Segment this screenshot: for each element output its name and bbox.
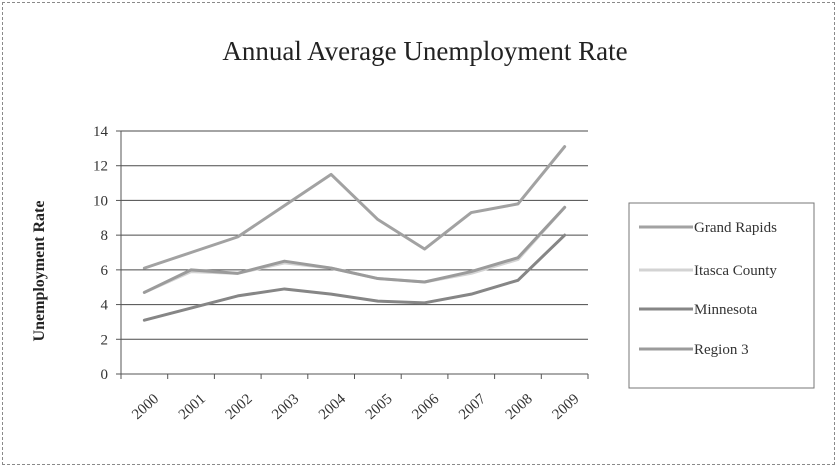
series-lines: [142, 145, 567, 322]
x-tick-label-2001: 2001: [176, 391, 209, 423]
y-tick-label-6: 6: [101, 263, 109, 279]
legend-label-region-3: Region 3: [694, 342, 749, 358]
y-tick-label-10: 10: [93, 193, 108, 209]
y-tick-label-14: 14: [93, 124, 109, 140]
x-tick-label-2004: 2004: [316, 391, 349, 423]
x-tick-label-2000: 2000: [129, 391, 162, 423]
y-tick-label-8: 8: [101, 228, 109, 244]
chart-title: Annual Average Unemployment Rate: [222, 36, 627, 66]
y-axis-label: Unemployment Rate: [31, 201, 48, 342]
line-chart: Annual Average Unemployment Rate Unemplo…: [31, 36, 815, 423]
y-tick-label-12: 12: [93, 159, 108, 175]
x-tick-label-2006: 2006: [409, 391, 442, 423]
x-tick-label-2002: 2002: [223, 391, 256, 423]
y-tick-label-2: 2: [101, 332, 109, 348]
legend-label-grand-rapids: Grand Rapids: [694, 220, 777, 236]
y-ticks: 0 2 4 6 8 10 12 14: [93, 124, 121, 383]
series-line-region-3: [142, 205, 567, 294]
x-tick-label-2005: 2005: [363, 391, 396, 423]
x-tick-label-2009: 2009: [549, 391, 582, 423]
x-tick-label-2003: 2003: [269, 391, 302, 423]
series-line-grand-rapids: [142, 145, 567, 270]
x-ticks: 2000 2001 2002 2003 2004 2005 2006 2007 2008 2009: [120, 374, 589, 423]
legend-label-itasca-county: Itasca County: [694, 263, 777, 279]
y-tick-label-0: 0: [101, 367, 109, 383]
y-tick-label-4: 4: [101, 298, 109, 314]
legend: Grand Rapids Itasca County Minnesota Region…: [628, 202, 815, 389]
x-tick-label-2007: 2007: [456, 391, 489, 423]
series-line-minnesota: [142, 233, 567, 322]
legend-label-minnesota: Minnesota: [694, 302, 758, 318]
x-tick-label-2008: 2008: [503, 391, 536, 423]
series-line-itasca-county: [142, 205, 567, 294]
legend-box: [628, 202, 815, 389]
